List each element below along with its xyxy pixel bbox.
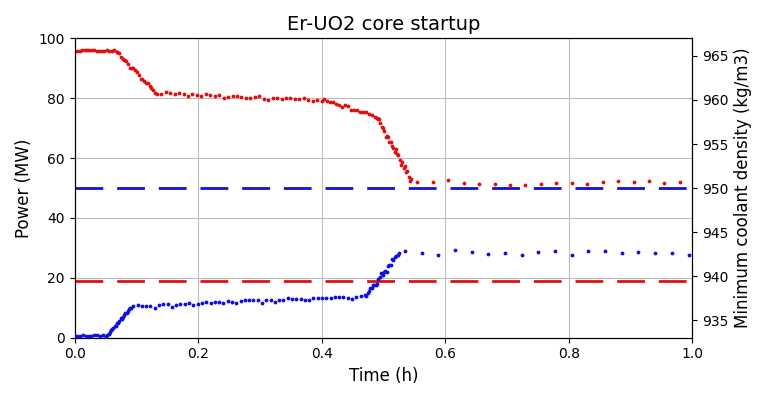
Y-axis label: Power (MW): Power (MW) <box>15 138 33 238</box>
Y-axis label: Minimum coolant density (kg/m3): Minimum coolant density (kg/m3) <box>734 48 752 328</box>
Title: Er-UO2 core startup: Er-UO2 core startup <box>287 15 480 34</box>
X-axis label: Time (h): Time (h) <box>349 367 418 385</box>
